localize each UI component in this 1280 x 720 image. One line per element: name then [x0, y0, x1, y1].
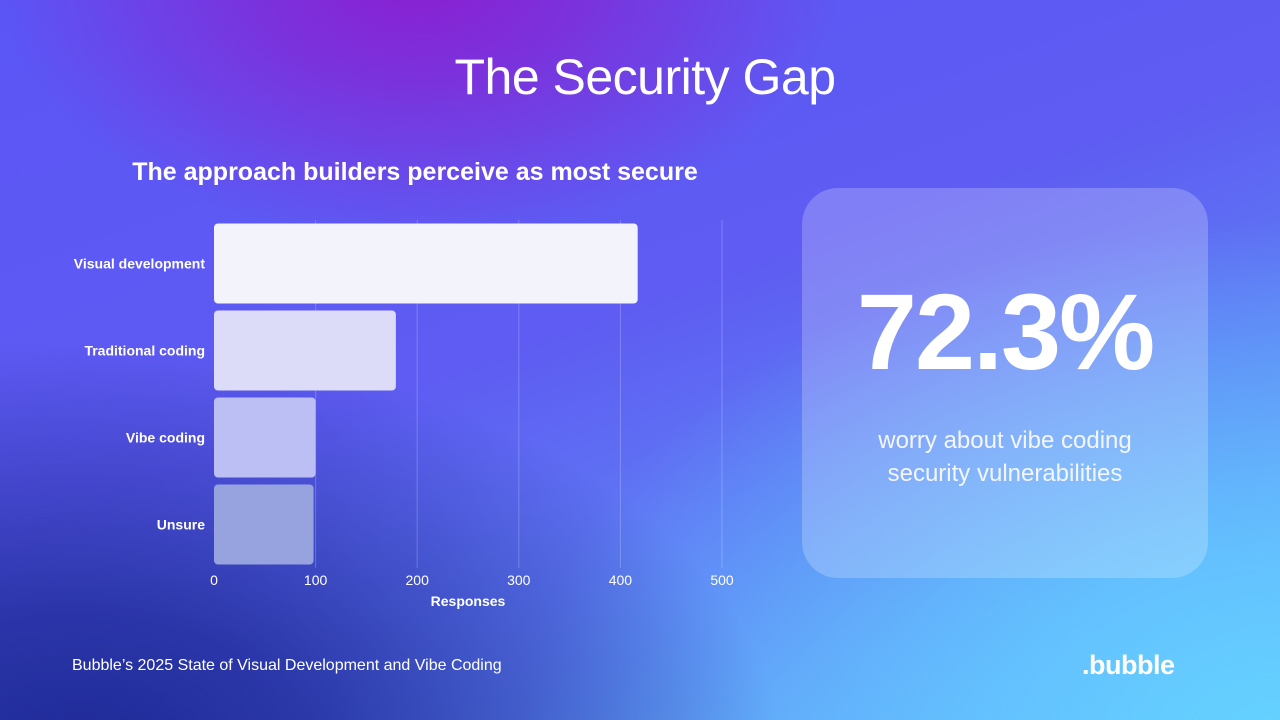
bar — [214, 484, 314, 565]
page-title: The Security Gap — [454, 49, 836, 105]
category-label: Traditional coding — [84, 343, 205, 359]
bar-chart: Visual development Traditional coding Vibe… — [74, 223, 734, 609]
chart-bars — [214, 223, 638, 565]
stat-value: 72.3% — [856, 271, 1155, 392]
chart-category-labels: Visual development Traditional coding Vibe… — [74, 256, 206, 533]
x-tick-label: 200 — [406, 572, 430, 588]
x-tick-label: 0 — [210, 572, 218, 588]
chart-x-ticks: 0 100 200 300 400 500 — [210, 572, 734, 588]
category-label: Unsure — [157, 517, 205, 533]
category-label: Visual development — [74, 256, 206, 272]
x-tick-label: 100 — [304, 572, 328, 588]
x-tick-label: 300 — [507, 572, 531, 588]
x-tick-label: 400 — [609, 572, 633, 588]
bar — [214, 223, 638, 304]
bar — [214, 397, 316, 478]
stat-caption: worry about vibe coding security vulnera… — [878, 427, 1132, 487]
x-tick-label: 500 — [710, 572, 734, 588]
bubble-logo: .bubble — [1082, 650, 1175, 680]
x-axis-label: Responses — [431, 593, 506, 609]
chart-title: The approach builders perceive as most s… — [132, 158, 698, 186]
bar — [214, 310, 396, 391]
category-label: Vibe coding — [126, 430, 205, 446]
footer-source: Bubble’s 2025 State of Visual Developmen… — [72, 657, 502, 674]
stat-card: 72.3% worry about vibe coding security v… — [802, 188, 1208, 578]
